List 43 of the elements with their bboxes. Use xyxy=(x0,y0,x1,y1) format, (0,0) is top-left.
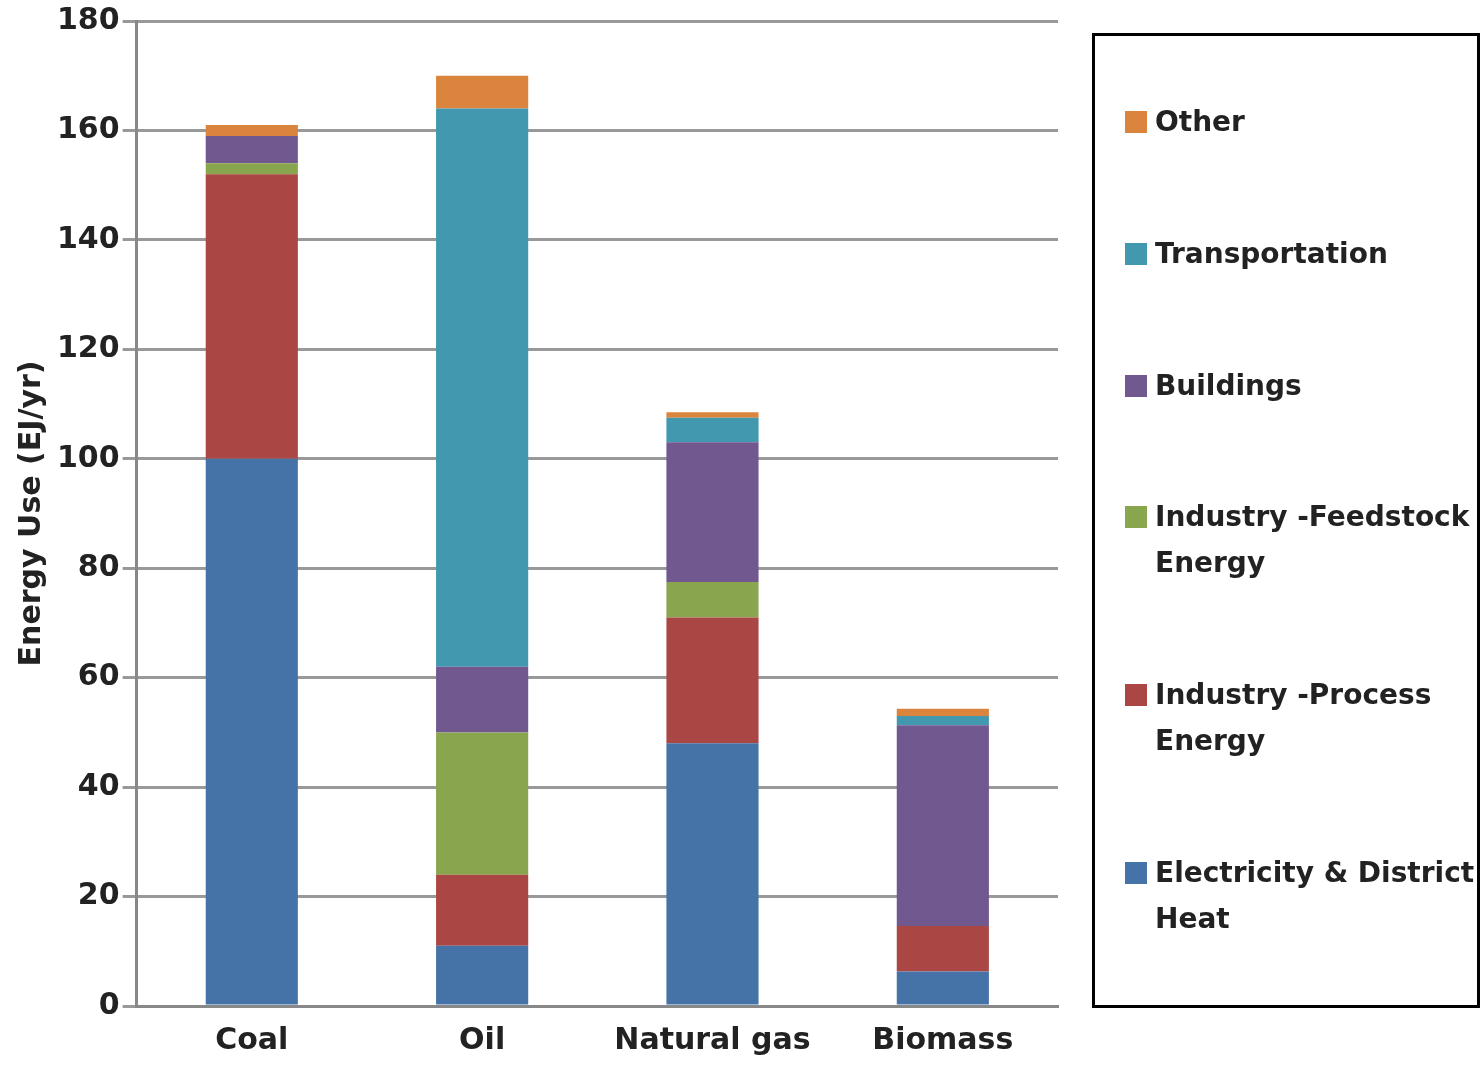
bar xyxy=(666,581,759,618)
y-axis-title: Energy Use (EJ/yr) xyxy=(11,360,47,667)
bar xyxy=(666,617,759,744)
legend-label: Electricity & District Heat xyxy=(1155,855,1476,938)
bar xyxy=(205,163,298,175)
bar xyxy=(666,417,759,443)
bar xyxy=(205,458,298,1005)
legend-label: Buildings xyxy=(1155,367,1302,404)
y-tick-label: 100 xyxy=(57,438,120,474)
bar xyxy=(896,725,989,927)
y-tick-label: 180 xyxy=(57,0,120,36)
y-tick-label: 0 xyxy=(98,985,120,1021)
y-tick-label: 160 xyxy=(57,110,120,146)
y-tick-label: 40 xyxy=(77,766,120,802)
bar xyxy=(666,442,759,582)
bar xyxy=(896,926,989,972)
bar xyxy=(436,945,529,1005)
bar xyxy=(436,874,529,946)
y-tick-label: 80 xyxy=(77,548,120,584)
legend-label: Other xyxy=(1155,103,1245,140)
x-tick-label: Oil xyxy=(459,1020,506,1056)
bar xyxy=(205,124,298,136)
bar xyxy=(896,708,989,716)
bar xyxy=(436,732,529,875)
y-tick-label: 60 xyxy=(77,657,120,693)
x-tick-label: Natural gas xyxy=(614,1020,811,1056)
bar xyxy=(436,75,529,109)
y-tick-label: 140 xyxy=(57,219,120,255)
y-tick-label: 20 xyxy=(77,876,120,912)
bar xyxy=(436,108,529,667)
y-tick-label: 120 xyxy=(57,329,120,365)
legend-label: Transportation xyxy=(1155,235,1388,272)
bar xyxy=(896,971,989,1005)
x-tick-label: Coal xyxy=(215,1020,289,1056)
bar xyxy=(896,715,989,726)
bar xyxy=(666,412,759,418)
x-tick-label: Biomass xyxy=(872,1020,1014,1056)
bar xyxy=(666,743,759,1005)
bar xyxy=(436,666,529,733)
bar xyxy=(205,135,298,164)
legend-label: Industry -Feedstock Energy xyxy=(1155,499,1471,582)
bar xyxy=(205,174,298,459)
legend-label: Industry -Process Energy xyxy=(1155,677,1433,760)
